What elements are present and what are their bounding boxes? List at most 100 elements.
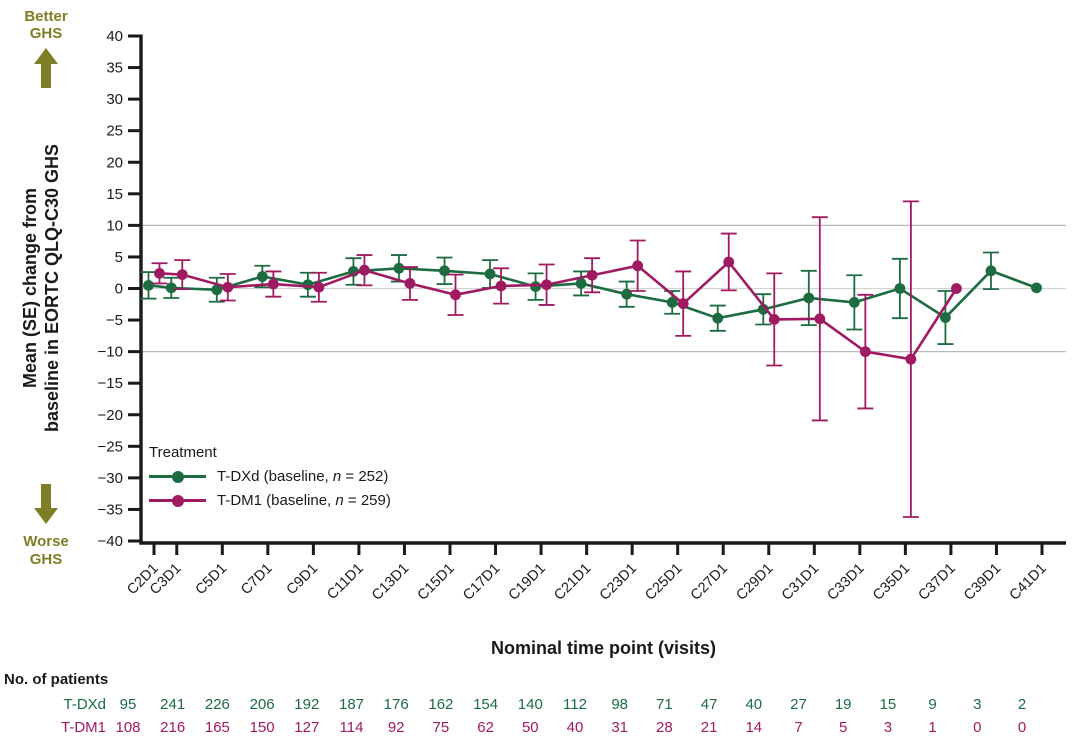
x-tick-label: C33D1 bbox=[824, 561, 867, 604]
patient-count: 15 bbox=[879, 696, 897, 713]
x-tick-label: C29D1 bbox=[733, 561, 776, 604]
data-point-t-dxd bbox=[940, 312, 951, 323]
data-point-t-dm1 bbox=[677, 298, 689, 310]
data-point-t-dxd bbox=[848, 296, 860, 308]
data-point-t-dm1 bbox=[450, 289, 461, 301]
data-point-t-dm1 bbox=[586, 269, 598, 281]
patient-count: 192 bbox=[294, 696, 320, 713]
worse-ghs-line1: Worse bbox=[23, 533, 69, 551]
patient-count: 14 bbox=[745, 719, 763, 736]
y-tick-label: 30 bbox=[106, 91, 123, 108]
x-tick-label: C27D1 bbox=[688, 561, 731, 604]
data-point-t-dm1 bbox=[313, 281, 325, 293]
patient-count: 0 bbox=[973, 719, 982, 736]
chart-plot: 40 35 30 25 20 15 10 5 0 −5 −10 −15 −20 −25 −30 −35 −40 C… bbox=[98, 28, 1066, 604]
data-point-t-dxd bbox=[757, 303, 769, 315]
legend: Treatment T-DXd (baseline, n = 252) T-DM… bbox=[149, 444, 391, 509]
patient-count: 27 bbox=[790, 696, 807, 713]
data-point-t-dm1 bbox=[359, 264, 370, 276]
down-arrow-icon bbox=[34, 484, 58, 524]
patient-count: 19 bbox=[834, 696, 852, 713]
y-tick-label: −10 bbox=[98, 344, 123, 361]
y-tick-label: −5 bbox=[106, 312, 123, 329]
y-tick-label: 10 bbox=[106, 217, 123, 234]
y-tick-label: 25 bbox=[106, 123, 123, 140]
patient-count: 216 bbox=[160, 719, 186, 736]
data-point-t-dxd bbox=[575, 278, 587, 289]
patient-count: 176 bbox=[383, 696, 409, 713]
series-line-t-dm1 bbox=[159, 260, 958, 361]
x-tick-label: C41D1 bbox=[1007, 561, 1050, 604]
patient-count: 21 bbox=[700, 719, 718, 736]
x-tick-label: C25D1 bbox=[642, 561, 685, 604]
patients-row-label-tdm1: T-DM1 bbox=[61, 719, 106, 736]
x-tick-label: C31D1 bbox=[779, 561, 822, 604]
data-point-t-dm1 bbox=[541, 279, 552, 291]
worse-ghs-label: Worse GHS bbox=[9, 484, 83, 568]
patient-count: 112 bbox=[563, 696, 587, 713]
data-point-t-dxd bbox=[484, 268, 496, 280]
data-point-t-dxd bbox=[712, 312, 724, 324]
patient-count: 50 bbox=[521, 719, 539, 736]
patient-count: 241 bbox=[160, 696, 186, 713]
patient-count: 1 bbox=[928, 719, 937, 736]
x-tick-label: C7D1 bbox=[238, 561, 276, 599]
data-point-t-dxd bbox=[621, 288, 633, 300]
patients-table-header: No. of patients bbox=[4, 671, 109, 688]
patient-count: 162 bbox=[428, 696, 454, 713]
x-tick-label: C11D1 bbox=[324, 561, 366, 603]
patient-count: 140 bbox=[517, 696, 543, 713]
data-point-t-dxd bbox=[256, 271, 268, 282]
x-axis-title: Nominal time point (visits) bbox=[490, 638, 717, 658]
legend-title: Treatment bbox=[149, 444, 217, 461]
x-tick-label: C37D1 bbox=[916, 561, 959, 604]
data-point-t-dm1 bbox=[951, 283, 962, 294]
better-ghs-line2: GHS bbox=[29, 25, 63, 43]
x-tick-label: C9D1 bbox=[284, 561, 322, 599]
legend-label-tdm1: T-DM1 (baseline, n = 259) bbox=[217, 492, 391, 509]
patient-count: 165 bbox=[204, 719, 230, 736]
patient-count: 75 bbox=[432, 719, 450, 736]
patient-count: 154 bbox=[473, 696, 499, 713]
data-point-t-dxd bbox=[530, 281, 541, 293]
patients-row-tdxd: T-DXd 95 241 226 206 192 187 176 162 154 140 112 98… bbox=[0, 696, 1080, 716]
data-point-t-dxd bbox=[211, 284, 223, 296]
data-point-t-dxd bbox=[1031, 282, 1042, 294]
patients-row-tdm1: T-DM1 108 216 165 150 127 114 92 75 62 50 40 31 28 21… bbox=[0, 719, 1080, 739]
data-point-t-dxd bbox=[666, 296, 678, 308]
y-tick-label: −35 bbox=[98, 501, 123, 518]
patient-count: 31 bbox=[611, 719, 629, 736]
x-tick-label: C15D1 bbox=[415, 561, 458, 604]
data-point-t-dm1 bbox=[267, 278, 279, 290]
tdxd-swatch-icon bbox=[149, 470, 206, 483]
y-tick-label: 35 bbox=[106, 60, 123, 77]
legend-entry-tdm1: T-DM1 (baseline, n = 259) bbox=[149, 492, 391, 509]
data-point-t-dxd bbox=[165, 282, 177, 294]
x-tick-label: C19D1 bbox=[506, 561, 549, 604]
legend-entry-tdxd: T-DXd (baseline, n = 252) bbox=[149, 468, 391, 485]
data-point-t-dm1 bbox=[905, 353, 917, 365]
patient-count: 47 bbox=[700, 696, 718, 713]
data-point-t-dm1 bbox=[859, 346, 871, 358]
y-tick-label: 20 bbox=[106, 154, 123, 171]
patient-count: 127 bbox=[294, 719, 320, 736]
data-point-t-dm1 bbox=[632, 260, 644, 272]
data-point-t-dm1 bbox=[768, 314, 780, 325]
patient-count: 2 bbox=[1017, 696, 1027, 713]
patient-count: 92 bbox=[387, 719, 405, 736]
y-tick-label: −20 bbox=[98, 407, 123, 424]
patient-count: 114 bbox=[339, 719, 364, 736]
patient-count: 226 bbox=[204, 696, 230, 713]
patient-count: 7 bbox=[794, 719, 803, 736]
y-tick-label: 40 bbox=[106, 28, 123, 45]
patient-count: 98 bbox=[611, 696, 629, 713]
up-arrow-icon bbox=[34, 47, 58, 88]
y-tick-label: −30 bbox=[98, 470, 123, 487]
x-tick-label: C13D1 bbox=[369, 561, 412, 604]
data-point-t-dm1 bbox=[222, 281, 234, 293]
x-tick-label: C39D1 bbox=[961, 561, 1004, 604]
patient-count: 9 bbox=[928, 696, 937, 713]
patient-count: 3 bbox=[883, 719, 893, 736]
data-point-t-dm1 bbox=[154, 267, 165, 279]
